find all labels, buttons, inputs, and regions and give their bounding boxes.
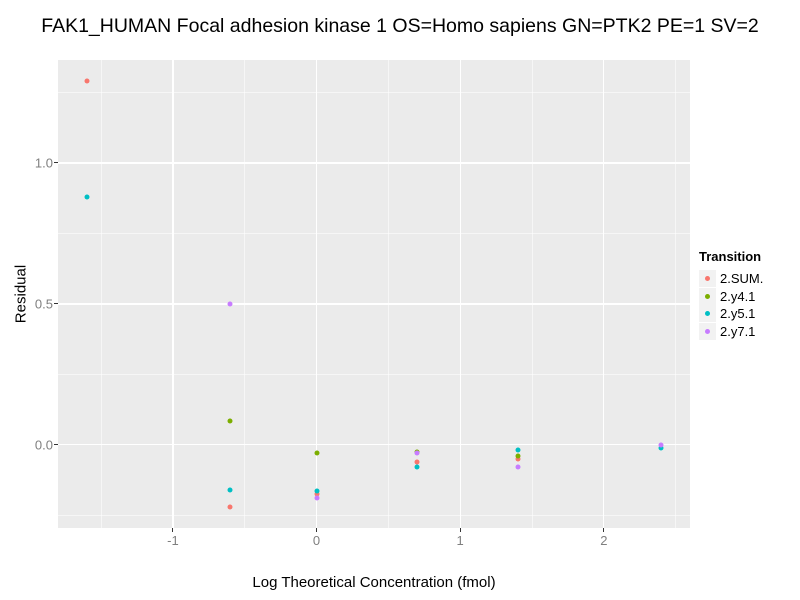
x-minor-gridline [531, 60, 533, 528]
x-tick-label: 2 [600, 533, 608, 548]
data-point-2.y5.1 [414, 464, 420, 470]
data-point-2.y7.1 [658, 442, 664, 448]
y-minor-gridline [58, 92, 690, 93]
legend-key [699, 305, 716, 322]
data-point-2.y5.1 [314, 488, 320, 494]
x-minor-gridline [244, 60, 246, 528]
legend-dot-icon [705, 328, 710, 334]
y-minor-gridline [58, 233, 690, 234]
y-tick-label: 0.0 [34, 437, 53, 453]
x-major-gridline [459, 60, 461, 528]
legend-entry-2.y4.1: 2.y4.1 [699, 287, 763, 305]
data-point-2.y5.1 [658, 445, 664, 451]
legend-key [699, 270, 716, 287]
plot-title: FAK1_HUMAN Focal adhesion kinase 1 OS=Ho… [41, 14, 759, 37]
data-point-2.SUM. [227, 504, 233, 510]
y-minor-gridline [58, 373, 690, 375]
data-point-2.y4.1 [227, 418, 233, 424]
x-minor-gridline [675, 60, 676, 528]
legend: Transition 2.SUM. 2.y4.1 2.y5.1 2.y7.1 [699, 249, 763, 340]
legend-entry-label: 2.y4.1 [720, 288, 756, 304]
data-point-2.y4.1 [314, 450, 320, 456]
x-minor-gridline [388, 60, 389, 528]
legend-key [699, 287, 716, 305]
x-tick-mark [459, 528, 461, 532]
legend-dot-icon [705, 311, 710, 316]
data-point-2.y4.1 [515, 453, 521, 459]
legend-entry-label: 2.SUM. [720, 271, 764, 286]
data-point-2.SUM. [84, 78, 90, 84]
y-minor-gridline [58, 514, 690, 516]
y-major-gridline [58, 444, 690, 446]
data-point-2.y5.1 [227, 487, 233, 493]
x-tick-label: 0 [312, 533, 321, 548]
y-tick-mark [54, 444, 58, 446]
x-tick-label: -1 [167, 533, 179, 548]
x-major-gridline [315, 60, 318, 528]
x-tick-mark [172, 528, 174, 532]
legend-entry-2.y7.1: 2.y7.1 [699, 322, 763, 340]
x-major-gridline [172, 60, 174, 528]
data-point-2.y5.1 [84, 194, 90, 200]
x-minor-gridline [100, 60, 102, 528]
y-major-gridline [58, 303, 690, 305]
plot-panel [58, 60, 690, 528]
y-tick-label: 0.5 [34, 296, 53, 312]
legend-key [699, 322, 716, 340]
data-point-2.y7.1 [227, 301, 233, 307]
legend-dot-icon [705, 293, 710, 299]
x-major-gridline [603, 60, 605, 528]
y-tick-label: 1.0 [34, 155, 53, 171]
y-tick-mark [54, 162, 58, 164]
y-axis-title: Residual [12, 264, 30, 324]
x-tick-mark [316, 528, 318, 532]
legend-entries: 2.SUM. 2.y4.1 2.y5.1 2.y7.1 [699, 270, 763, 340]
y-major-gridline [58, 162, 690, 164]
y-tick-mark [54, 303, 58, 305]
data-point-2.y7.1 [515, 464, 521, 470]
legend-entry-2.y5.1: 2.y5.1 [699, 305, 763, 322]
x-tick-label: 1 [456, 533, 464, 548]
data-point-2.SUM. [515, 456, 521, 462]
data-point-2.SUM. [314, 491, 320, 497]
legend-entry-2.SUM.: 2.SUM. [699, 270, 763, 287]
x-axis-title: Log Theoretical Concentration (fmol) [252, 574, 496, 591]
legend-entry-label: 2.y7.1 [720, 323, 756, 339]
data-point-2.y7.1 [414, 450, 420, 456]
data-point-2.y7.1 [314, 495, 320, 501]
x-tick-mark [603, 528, 605, 532]
legend-dot-icon [705, 276, 710, 281]
legend-title: Transition [699, 249, 762, 264]
data-point-2.SUM. [414, 459, 420, 465]
data-point-2.y5.1 [515, 447, 521, 453]
legend-entry-label: 2.y5.1 [720, 306, 756, 321]
